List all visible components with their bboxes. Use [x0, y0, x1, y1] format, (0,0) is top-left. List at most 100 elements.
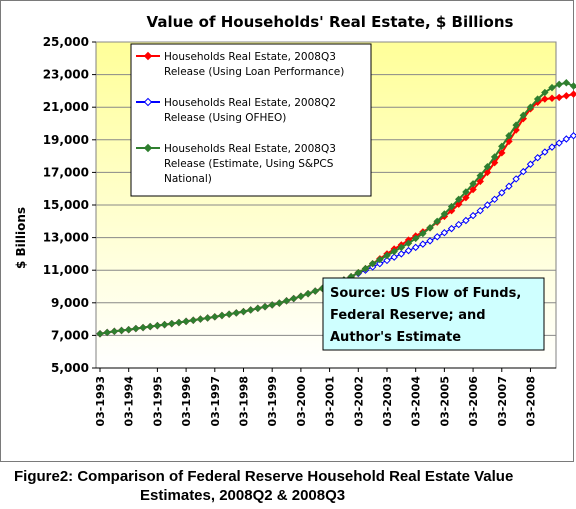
data-point: [175, 318, 183, 327]
data-point: [390, 247, 398, 256]
x-tick-label: 03-1996: [180, 376, 193, 427]
data-point: [455, 220, 463, 229]
annotation-text: Federal Reserve; and: [330, 308, 486, 323]
data-point: [397, 250, 406, 258]
data-point: [505, 182, 513, 190]
data-point: [383, 251, 391, 260]
y-tick-label: 11,000: [43, 263, 89, 277]
data-point: [117, 326, 126, 335]
data-point: [203, 314, 212, 322]
legend-entry-text: Release (Estimate, Using S&PCS: [164, 158, 334, 170]
data-point: [182, 317, 190, 326]
data-point: [548, 94, 556, 102]
data-point: [211, 313, 219, 321]
legend-entry-text: Households Real Estate, 2008Q3: [164, 143, 336, 155]
caption-line-1: Figure2: Comparison of Federal Reserve H…: [14, 468, 514, 485]
data-point: [411, 234, 420, 243]
data-point: [426, 237, 434, 245]
y-tick-label: 5,000: [51, 361, 89, 375]
data-point: [103, 328, 111, 337]
legend-swatch-marker: [143, 143, 153, 153]
y-axis-ticks: 5,000 7,000 9,000 11,000 13,000 15,000 17,000 1…: [43, 35, 96, 375]
data-point: [541, 95, 549, 103]
data-point: [376, 255, 384, 264]
x-tick-label: 03-1997: [209, 376, 222, 427]
x-tick-label: 03-2003: [381, 376, 394, 427]
data-point: [282, 297, 291, 305]
data-point: [447, 202, 456, 211]
legend-entry-text: Households Real Estate, 2008Q3: [164, 51, 336, 63]
data-point: [555, 80, 563, 89]
data-point: [469, 185, 477, 194]
data-point: [541, 88, 549, 97]
data-point: [505, 132, 513, 140]
data-point: [519, 111, 528, 120]
data-point: [476, 206, 484, 215]
data-point: [562, 79, 571, 87]
data-point: [462, 193, 470, 202]
x-tick-label: 03-2000: [295, 376, 308, 427]
data-point: [96, 330, 104, 338]
data-point: [462, 216, 470, 225]
data-point: [160, 320, 169, 329]
data-point: [462, 188, 470, 196]
data-point: [124, 325, 133, 334]
x-tick-label: 03-1995: [151, 376, 164, 427]
x-tick-label: 03-2004: [410, 376, 423, 427]
legend: Households Real Estate, 2008Q3 Release (U…: [130, 43, 372, 197]
data-point: [397, 243, 406, 252]
data-point: [168, 319, 176, 328]
y-tick-label: 13,000: [43, 231, 89, 245]
data-point: [490, 158, 499, 167]
y-tick-label: 15,000: [43, 198, 89, 212]
data-point: [498, 149, 506, 157]
x-tick-label: 03-2001: [324, 376, 337, 427]
legend-entry-text: National): [164, 173, 212, 185]
annotation-text: Author's Estimate: [330, 330, 461, 345]
data-point: [146, 322, 154, 331]
data-point: [225, 310, 233, 318]
data-point: [498, 142, 506, 151]
annotation-text: Source: US Flow of Funds,: [330, 286, 521, 301]
data-point: [526, 103, 535, 111]
data-point: [368, 259, 377, 268]
data-point: [541, 148, 549, 156]
data-point: [354, 268, 362, 277]
chart: Value of Households' Real Estate, $ Bill…: [14, 13, 576, 427]
data-point: [498, 189, 506, 197]
data-point: [555, 93, 563, 102]
data-point: [548, 143, 556, 151]
data-point: [569, 132, 576, 140]
data-point: [490, 195, 499, 204]
data-point: [533, 95, 542, 103]
data-point: [232, 309, 241, 317]
data-point: [419, 240, 427, 248]
data-point: [447, 224, 456, 233]
data-point: [239, 307, 248, 316]
data-point: [469, 211, 477, 220]
data-point: [569, 82, 576, 90]
data-point: [361, 264, 370, 273]
x-axis-ticks: 03-1993 03-1994 03-1995 03-1996 03-1997 03-19…: [94, 367, 556, 427]
data-point: [533, 154, 542, 162]
data-point: [562, 135, 571, 143]
y-axis-label: $ Billions: [14, 207, 28, 269]
x-tick-label: 03-1994: [123, 376, 136, 427]
annotation-box: [322, 277, 545, 351]
x-tick-label: 03-2002: [352, 376, 365, 427]
data-point: [139, 323, 147, 332]
data-point: [476, 177, 484, 186]
data-point: [218, 311, 226, 320]
data-point: [512, 175, 520, 183]
legend-entry-text: Households Real Estate, 2008Q2: [164, 97, 336, 109]
chart-title: Value of Households' Real Estate, $ Bill…: [147, 13, 514, 31]
data-point: [426, 224, 434, 232]
data-point: [548, 83, 556, 92]
data-point: [569, 90, 576, 98]
legend-box: [130, 43, 372, 197]
x-tick-label: 03-1999: [266, 376, 279, 427]
x-tick-label: 03-2008: [524, 376, 537, 427]
data-point: [483, 162, 492, 171]
y-tick-label: 19,000: [43, 133, 89, 147]
data-point: [411, 243, 420, 252]
